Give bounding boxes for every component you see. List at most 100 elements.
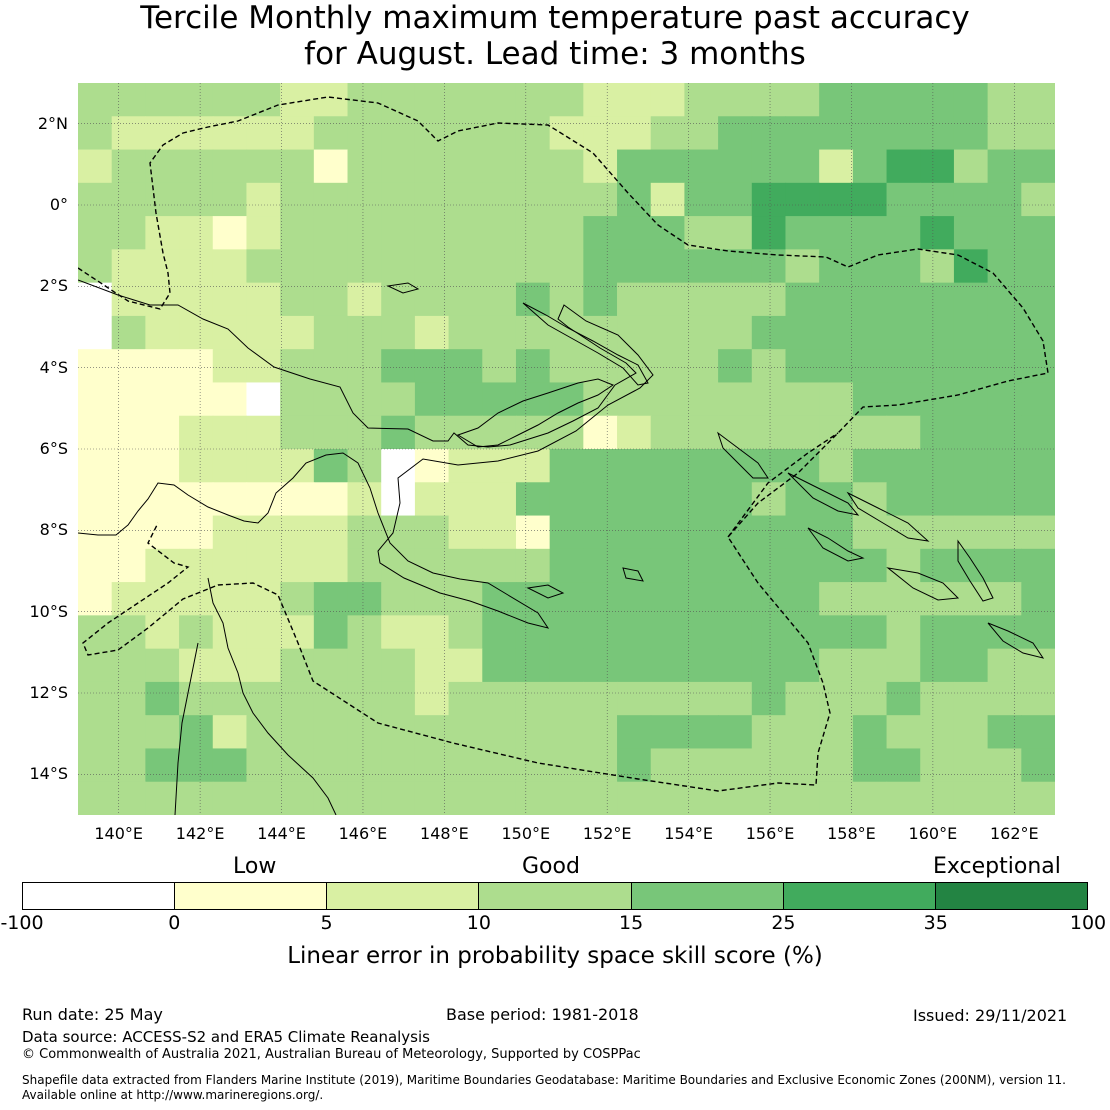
skill-cell: [179, 449, 214, 483]
skill-cell: [953, 781, 989, 815]
skill-cell: [583, 116, 618, 151]
skill-cell: [886, 249, 921, 284]
skill-cell: [482, 249, 517, 284]
skill-cell: [212, 515, 248, 550]
skill-cell: [987, 315, 1022, 350]
skill-cell: [718, 482, 753, 517]
skill-cell: [145, 715, 180, 750]
skill-cell: [212, 349, 248, 384]
skill-cell: [482, 449, 517, 483]
skill-cell: [650, 615, 686, 650]
skill-cell: [886, 548, 921, 583]
skill-cell: [920, 515, 955, 550]
skill-cell: [1021, 548, 1055, 583]
skill-cell: [650, 116, 686, 151]
skill-cell: [78, 349, 113, 384]
skill-cell: [886, 582, 921, 616]
skill-cell: [819, 182, 854, 217]
skill-cell: [212, 249, 248, 284]
skill-cell: [886, 182, 921, 217]
skill-cell: [583, 482, 618, 517]
skill-cell: [1021, 216, 1055, 250]
skill-cell: [414, 482, 450, 517]
skill-cell: [583, 715, 618, 750]
skill-cell: [246, 449, 281, 483]
skill-cell: [145, 216, 180, 250]
skill-cell: [920, 748, 955, 783]
skill-cell: [482, 315, 517, 350]
skill-cell: [987, 648, 1022, 683]
skill-cell: [819, 748, 854, 783]
skill-cell: [987, 781, 1022, 815]
skill-cell: [751, 182, 787, 217]
skill-cell: [482, 681, 517, 716]
skill-cell: [1021, 149, 1055, 184]
skill-cell: [617, 648, 652, 683]
skill-cell: [886, 781, 921, 815]
skill-cell: [583, 415, 618, 450]
skill-cell: [785, 249, 820, 284]
skill-cell: [852, 216, 888, 250]
skill-cell: [852, 349, 888, 384]
skill-cell: [549, 515, 584, 550]
skill-cell: [751, 315, 787, 350]
skill-cell: [819, 83, 854, 117]
skill-cell: [381, 349, 416, 384]
skill-cell: [583, 83, 618, 117]
skill-cell: [953, 415, 989, 450]
skill-cell: [650, 282, 686, 317]
skill-cell: [852, 315, 888, 350]
skill-cell: [617, 748, 652, 783]
skill-cell: [583, 149, 618, 184]
skill-cell: [549, 648, 584, 683]
skill-cell: [852, 648, 888, 683]
shapefile-credit-line-2: Available online at http://www.marinereg…: [22, 1088, 324, 1102]
colorbar-tick-label: 35: [923, 912, 948, 934]
skill-cell: [414, 83, 450, 117]
skill-cell: [280, 149, 315, 184]
skill-cell: [785, 715, 820, 750]
skill-cell: [515, 548, 551, 583]
skill-cell: [987, 116, 1022, 151]
skill-cell: [583, 582, 618, 616]
coastline-louisiades: [526, 584, 565, 599]
skill-cell: [448, 315, 483, 350]
skill-cell: [785, 449, 820, 483]
skill-cell: [145, 781, 180, 815]
skill-cell: [886, 282, 921, 317]
skill-cell: [179, 615, 214, 650]
skill-cell: [920, 681, 955, 716]
skill-cell: [650, 182, 686, 217]
skill-cell: [886, 615, 921, 650]
skill-cell: [1021, 282, 1055, 317]
skill-cell: [347, 648, 382, 683]
skill-cell: [381, 548, 416, 583]
skill-cell: [78, 781, 113, 815]
skill-map: [78, 83, 1055, 815]
skill-cell: [179, 315, 214, 350]
longitude-label: 148°E: [420, 824, 469, 843]
skill-cell: [280, 648, 315, 683]
skill-cell: [179, 748, 214, 783]
skill-cell: [448, 182, 483, 217]
skill-cell: [179, 382, 214, 417]
skill-cell: [751, 349, 787, 384]
skill-cell: [549, 382, 584, 417]
skill-cell: [482, 582, 517, 616]
skill-cell: [482, 182, 517, 217]
skill-cell: [583, 748, 618, 783]
skill-cell: [953, 615, 989, 650]
skill-cell: [718, 681, 753, 716]
skill-cell: [280, 681, 315, 716]
skill-cell: [819, 349, 854, 384]
skill-cell: [313, 382, 349, 417]
skill-cell: [482, 781, 517, 815]
skill-cell: [414, 182, 450, 217]
skill-cell: [246, 315, 281, 350]
skill-cell: [684, 582, 719, 616]
skill-cell: [448, 216, 483, 250]
skill-cell: [650, 216, 686, 250]
skill-cell: [886, 648, 921, 683]
skill-cell: [785, 149, 820, 184]
skill-cell: [145, 415, 180, 450]
